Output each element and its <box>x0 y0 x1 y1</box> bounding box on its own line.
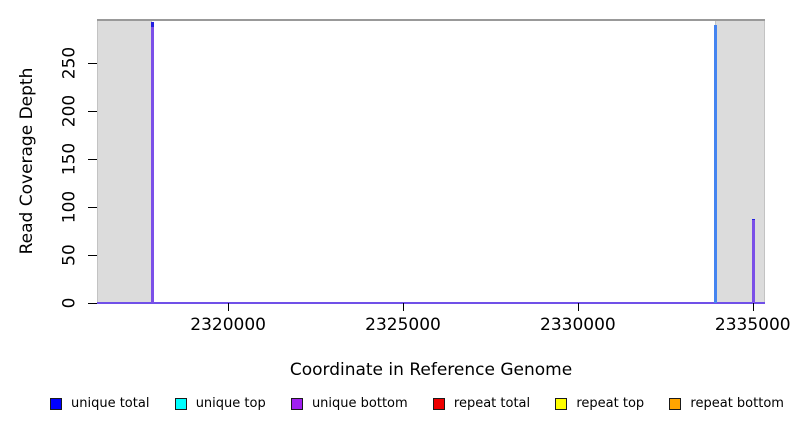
x-tick-label: 2335000 <box>714 315 791 335</box>
x-tick <box>228 303 230 311</box>
legend-swatch-icon <box>174 397 187 410</box>
y-tick <box>88 159 97 161</box>
x-tick <box>403 303 405 311</box>
shaded-region <box>97 20 152 303</box>
shaded-region <box>714 20 765 303</box>
legend-item: repeat bottom <box>669 397 784 410</box>
y-tick <box>88 207 97 209</box>
y-tick-label: 250 <box>59 46 80 80</box>
y-tick-label: 100 <box>59 190 80 224</box>
legend-item: unique total <box>50 397 149 410</box>
y-axis-label: Read Coverage Depth <box>17 67 37 255</box>
coverage-spike-overlay <box>751 220 755 303</box>
legend-item: repeat top <box>555 397 644 410</box>
legend-swatch-icon <box>290 397 303 410</box>
legend-item: unique top <box>174 396 266 411</box>
y-tick-label: 200 <box>59 94 80 128</box>
x-tick-label: 2330000 <box>540 315 616 335</box>
legend: unique total unique top unique bottom repea… <box>50 397 784 410</box>
y-tick-label: 0 <box>59 297 80 309</box>
y-tick <box>88 255 97 257</box>
legend-label: repeat top <box>576 396 645 411</box>
zero-coverage-line <box>97 301 765 304</box>
y-tick <box>88 63 97 65</box>
legend-label: unique top <box>195 396 266 411</box>
y-tick-label: 150 <box>59 142 80 176</box>
legend-swatch-icon <box>432 397 445 410</box>
coverage-spike <box>713 24 717 303</box>
legend-swatch-icon <box>555 397 568 410</box>
x-axis-label: Coordinate in Reference Genome <box>289 360 573 380</box>
x-tick-label: 2325000 <box>365 315 441 335</box>
x-tick-label: 2320000 <box>190 315 266 335</box>
legend-label: repeat bottom <box>690 396 784 411</box>
y-tick <box>88 303 97 304</box>
plot-area <box>97 20 765 303</box>
legend-swatch-icon <box>669 397 682 410</box>
y-tick-label: 50 <box>59 244 80 266</box>
legend-label: repeat total <box>453 396 531 411</box>
legend-label: unique bottom <box>311 396 408 411</box>
legend-item: unique bottom <box>290 396 408 411</box>
legend-item: repeat total <box>432 396 531 411</box>
x-tick <box>577 303 579 311</box>
legend-swatch-icon <box>50 397 62 410</box>
boundary-line <box>97 19 765 22</box>
x-tick <box>752 303 754 311</box>
legend-label: unique total <box>71 396 150 411</box>
y-tick <box>88 111 97 113</box>
coverage-spike-overlay <box>151 26 155 303</box>
